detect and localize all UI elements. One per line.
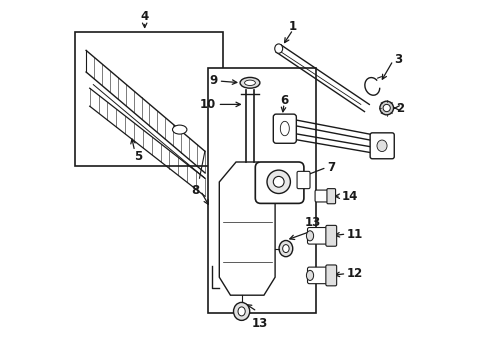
Ellipse shape [274,44,282,53]
FancyBboxPatch shape [369,133,393,159]
Text: 9: 9 [209,75,217,87]
Ellipse shape [266,170,290,194]
Ellipse shape [240,77,259,88]
Ellipse shape [172,125,186,134]
Text: 5: 5 [134,150,142,163]
Ellipse shape [306,231,313,241]
Text: 6: 6 [280,94,287,107]
Text: 11: 11 [346,228,363,240]
Ellipse shape [279,240,292,257]
FancyBboxPatch shape [325,265,336,286]
Ellipse shape [379,101,393,115]
Text: 2: 2 [395,102,403,114]
FancyBboxPatch shape [314,190,329,202]
Text: 13: 13 [251,317,267,330]
Text: 7: 7 [326,161,335,174]
Ellipse shape [233,302,249,320]
Text: 10: 10 [199,98,215,111]
FancyBboxPatch shape [326,189,335,204]
Text: 4: 4 [140,10,148,23]
FancyBboxPatch shape [255,162,303,203]
Bar [208,68,316,313]
Text: 14: 14 [341,190,357,203]
Ellipse shape [282,245,288,253]
Ellipse shape [382,104,389,112]
Text: 12: 12 [346,267,363,280]
Bar [75,32,223,166]
FancyBboxPatch shape [325,225,336,246]
Ellipse shape [238,307,244,316]
FancyBboxPatch shape [307,267,328,284]
FancyBboxPatch shape [296,171,309,189]
Ellipse shape [376,140,386,152]
Ellipse shape [244,80,255,85]
Text: 1: 1 [288,21,297,33]
Text: 8: 8 [191,184,199,197]
Ellipse shape [273,176,284,187]
Text: 3: 3 [393,53,401,66]
FancyBboxPatch shape [307,228,328,244]
Polygon shape [219,162,275,295]
Ellipse shape [306,270,313,280]
FancyBboxPatch shape [273,114,296,143]
Text: 13: 13 [304,216,320,229]
